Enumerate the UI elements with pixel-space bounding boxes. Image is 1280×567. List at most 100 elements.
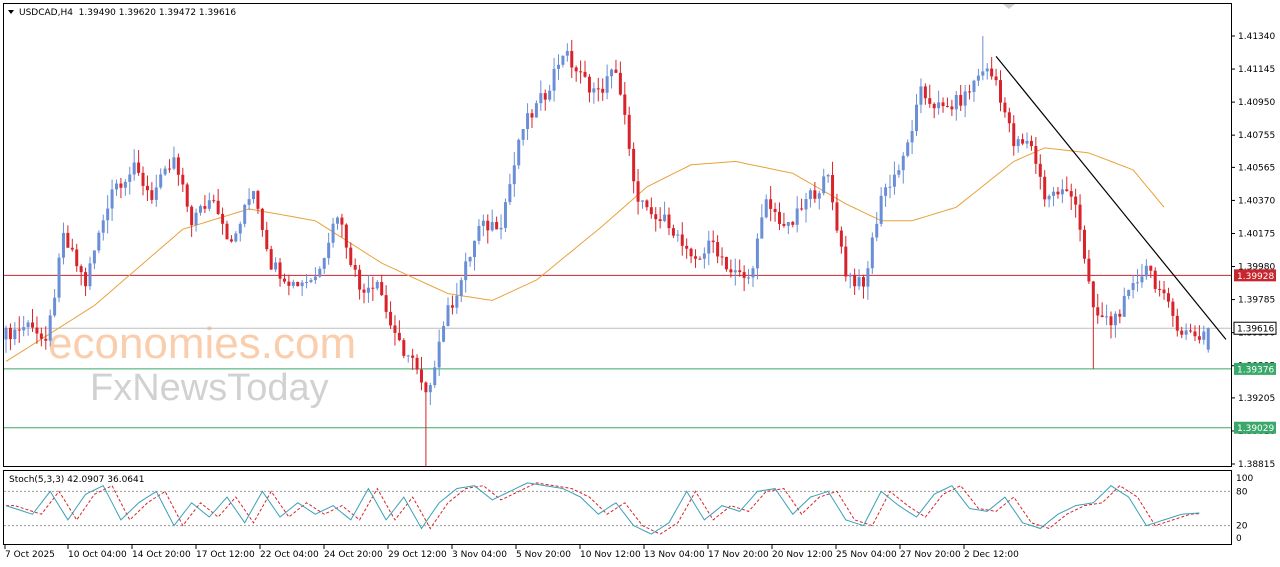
candle — [1060, 179, 1064, 204]
candle-body — [782, 223, 786, 226]
candle — [839, 226, 843, 254]
candle-body — [645, 200, 649, 208]
candle — [57, 253, 61, 303]
candle-body — [446, 305, 450, 327]
candle — [1021, 133, 1025, 146]
candle — [1180, 326, 1184, 339]
candle-body — [769, 199, 773, 209]
candle — [190, 205, 194, 237]
stoch-tick-label: 80 — [1236, 487, 1248, 497]
candle-body — [137, 162, 141, 173]
candle — [402, 338, 406, 359]
candle-body — [1034, 146, 1038, 164]
candle-body — [274, 262, 278, 270]
candle-body — [406, 355, 410, 357]
candle — [115, 179, 118, 196]
price-tick-label: 1.39205 — [1238, 394, 1275, 404]
ma-line — [5, 147, 1165, 362]
candle — [632, 142, 636, 194]
candle — [831, 161, 835, 211]
candle-body — [517, 139, 521, 166]
candle-body — [888, 186, 892, 188]
candle-body — [724, 256, 728, 270]
candle — [313, 267, 317, 284]
price-tag-label-current: 1.39616 — [1237, 325, 1274, 335]
triangle-down-icon[interactable] — [8, 10, 14, 14]
candle — [66, 225, 70, 248]
candle-body — [945, 106, 949, 108]
candle — [362, 283, 366, 304]
candle-body — [1078, 204, 1082, 230]
candle-body — [680, 234, 684, 246]
candle — [512, 152, 516, 197]
candle — [981, 36, 985, 81]
candle — [97, 230, 101, 254]
candle — [711, 230, 715, 253]
candle — [1162, 280, 1166, 300]
watermark-brand: economies.com — [48, 319, 356, 368]
scroll-marker-icon[interactable] — [1003, 4, 1015, 9]
candle-body — [358, 269, 362, 290]
candle — [154, 174, 158, 207]
candle — [132, 149, 136, 181]
candle — [579, 60, 583, 84]
time-axis[interactable]: 7 Oct 2025 10 Oct 04:00 14 Oct 20:00 17 Oct… — [4, 545, 1019, 560]
candle-body — [1149, 265, 1153, 271]
candle-body — [870, 237, 874, 269]
candle — [636, 168, 640, 215]
trendline-line — [995, 55, 1227, 340]
candle — [411, 348, 415, 370]
price-tick-label: 1.39980 — [1238, 263, 1275, 273]
candle-body — [1118, 313, 1122, 317]
candle — [601, 78, 605, 101]
stoch-tick-label: 0 — [1236, 534, 1242, 544]
candle-body — [26, 322, 30, 328]
candle — [61, 222, 65, 265]
candle — [941, 97, 945, 113]
candle — [892, 161, 896, 195]
candle — [128, 166, 132, 195]
candle — [428, 382, 432, 406]
candle — [375, 280, 379, 291]
candle — [928, 84, 932, 108]
candle-body — [738, 270, 742, 273]
candle-body — [106, 208, 110, 221]
candle — [269, 245, 273, 270]
candle-body — [344, 224, 348, 248]
candle — [305, 273, 309, 289]
candle-body — [985, 68, 989, 72]
candle-body — [256, 191, 260, 209]
candle-body — [548, 90, 552, 100]
candle-body — [371, 287, 375, 289]
candle — [919, 78, 923, 114]
candle — [1034, 136, 1038, 174]
candle-body — [972, 80, 976, 92]
candle — [1113, 311, 1117, 338]
candle — [587, 74, 591, 103]
candle-body — [839, 230, 843, 247]
candle — [778, 202, 781, 231]
trendline[interactable] — [995, 55, 1227, 340]
candle — [278, 258, 282, 287]
candle-body — [587, 76, 591, 93]
candle — [101, 214, 105, 241]
candle — [221, 207, 225, 235]
price-axis[interactable]: 1.41340 1.41145 1.40950 1.40755 1.40565 1.403… — [1231, 32, 1275, 470]
candle-body — [247, 199, 251, 205]
candle — [145, 175, 149, 202]
candle-body — [614, 69, 618, 73]
candle-body — [1162, 289, 1166, 294]
candle-body — [296, 281, 300, 287]
candle-body — [1144, 265, 1148, 277]
candles — [4, 36, 1210, 467]
candle-body — [1193, 331, 1197, 337]
candle — [212, 194, 216, 204]
candle-body — [1197, 336, 1201, 340]
candle-body — [526, 113, 530, 130]
candle — [70, 238, 74, 252]
candle-body — [636, 181, 640, 202]
candle-body — [207, 200, 211, 209]
candle — [795, 196, 799, 233]
candle — [44, 326, 48, 350]
